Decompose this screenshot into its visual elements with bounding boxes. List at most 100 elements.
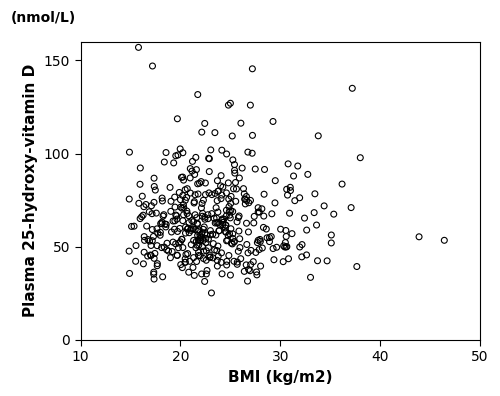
Point xyxy=(158,219,166,225)
Point xyxy=(179,150,187,156)
Point xyxy=(226,200,234,206)
Point xyxy=(168,229,175,235)
Point xyxy=(246,197,254,204)
Point xyxy=(185,213,193,219)
Point xyxy=(186,175,194,181)
Point xyxy=(328,232,336,238)
Point xyxy=(198,244,206,250)
Point xyxy=(178,236,186,243)
Point xyxy=(200,197,207,204)
Point xyxy=(214,219,222,226)
Point xyxy=(266,234,274,241)
Point xyxy=(258,245,266,251)
Point xyxy=(154,230,162,236)
Point xyxy=(173,216,181,222)
Point xyxy=(232,179,239,186)
Point xyxy=(185,230,193,236)
Point xyxy=(266,238,274,245)
Point xyxy=(144,236,152,243)
Point xyxy=(191,211,199,218)
Point xyxy=(196,236,204,243)
Point xyxy=(150,269,158,275)
Point xyxy=(168,248,176,255)
Point xyxy=(182,224,190,230)
Point xyxy=(243,241,251,248)
Point xyxy=(240,185,248,192)
Point xyxy=(233,219,241,225)
Point xyxy=(200,248,207,254)
Point xyxy=(202,180,209,186)
Point xyxy=(270,257,278,263)
Point xyxy=(219,184,227,190)
Point xyxy=(158,195,166,201)
Point xyxy=(226,100,234,107)
Point xyxy=(271,200,279,206)
Text: (nmol/L): (nmol/L) xyxy=(11,11,76,25)
Point xyxy=(304,171,312,177)
Point xyxy=(210,240,218,247)
Point xyxy=(188,242,196,248)
Point xyxy=(246,261,254,268)
Point xyxy=(148,63,156,69)
Point xyxy=(282,244,290,250)
Point xyxy=(256,238,264,245)
Point xyxy=(128,223,136,230)
Point xyxy=(198,205,205,211)
Point xyxy=(179,217,187,224)
Point xyxy=(126,149,134,155)
Point xyxy=(170,160,177,166)
Point xyxy=(256,209,264,215)
Point xyxy=(194,191,202,197)
Point xyxy=(171,204,179,210)
Point xyxy=(140,204,148,210)
Point xyxy=(200,214,208,220)
Point xyxy=(188,158,196,165)
Point xyxy=(162,247,170,253)
Point xyxy=(136,165,144,171)
Point xyxy=(296,244,304,250)
Point xyxy=(135,200,143,206)
Point xyxy=(147,242,155,249)
Point xyxy=(282,186,290,192)
Point xyxy=(187,226,195,232)
Point xyxy=(195,242,203,248)
Point xyxy=(183,210,191,217)
Point xyxy=(302,227,310,233)
Point xyxy=(174,245,182,251)
Point xyxy=(189,226,197,232)
Point xyxy=(196,180,203,187)
Point xyxy=(224,102,232,108)
Point xyxy=(218,217,226,223)
Point xyxy=(214,209,222,215)
Point xyxy=(244,229,252,235)
Point xyxy=(214,188,222,194)
Point xyxy=(247,247,255,253)
Point xyxy=(154,261,162,267)
Point xyxy=(132,242,140,249)
Point xyxy=(190,237,198,244)
Point xyxy=(148,211,156,217)
Point xyxy=(196,253,204,259)
Point xyxy=(216,183,224,189)
Point xyxy=(191,227,199,233)
Point xyxy=(148,203,156,209)
Point xyxy=(227,193,235,200)
Point xyxy=(228,133,236,139)
Point xyxy=(250,259,258,265)
Point xyxy=(240,268,248,274)
Point xyxy=(201,216,209,223)
Point xyxy=(179,244,187,251)
Point xyxy=(256,236,264,243)
Point xyxy=(281,244,289,250)
Point xyxy=(218,270,226,277)
Point xyxy=(222,151,230,157)
Point xyxy=(244,149,252,155)
Point xyxy=(244,266,252,272)
Point xyxy=(194,181,202,187)
Point xyxy=(200,278,208,285)
Point xyxy=(140,237,148,244)
Point xyxy=(174,116,182,122)
Point xyxy=(194,91,202,98)
Point xyxy=(186,166,194,172)
Point xyxy=(262,226,270,232)
